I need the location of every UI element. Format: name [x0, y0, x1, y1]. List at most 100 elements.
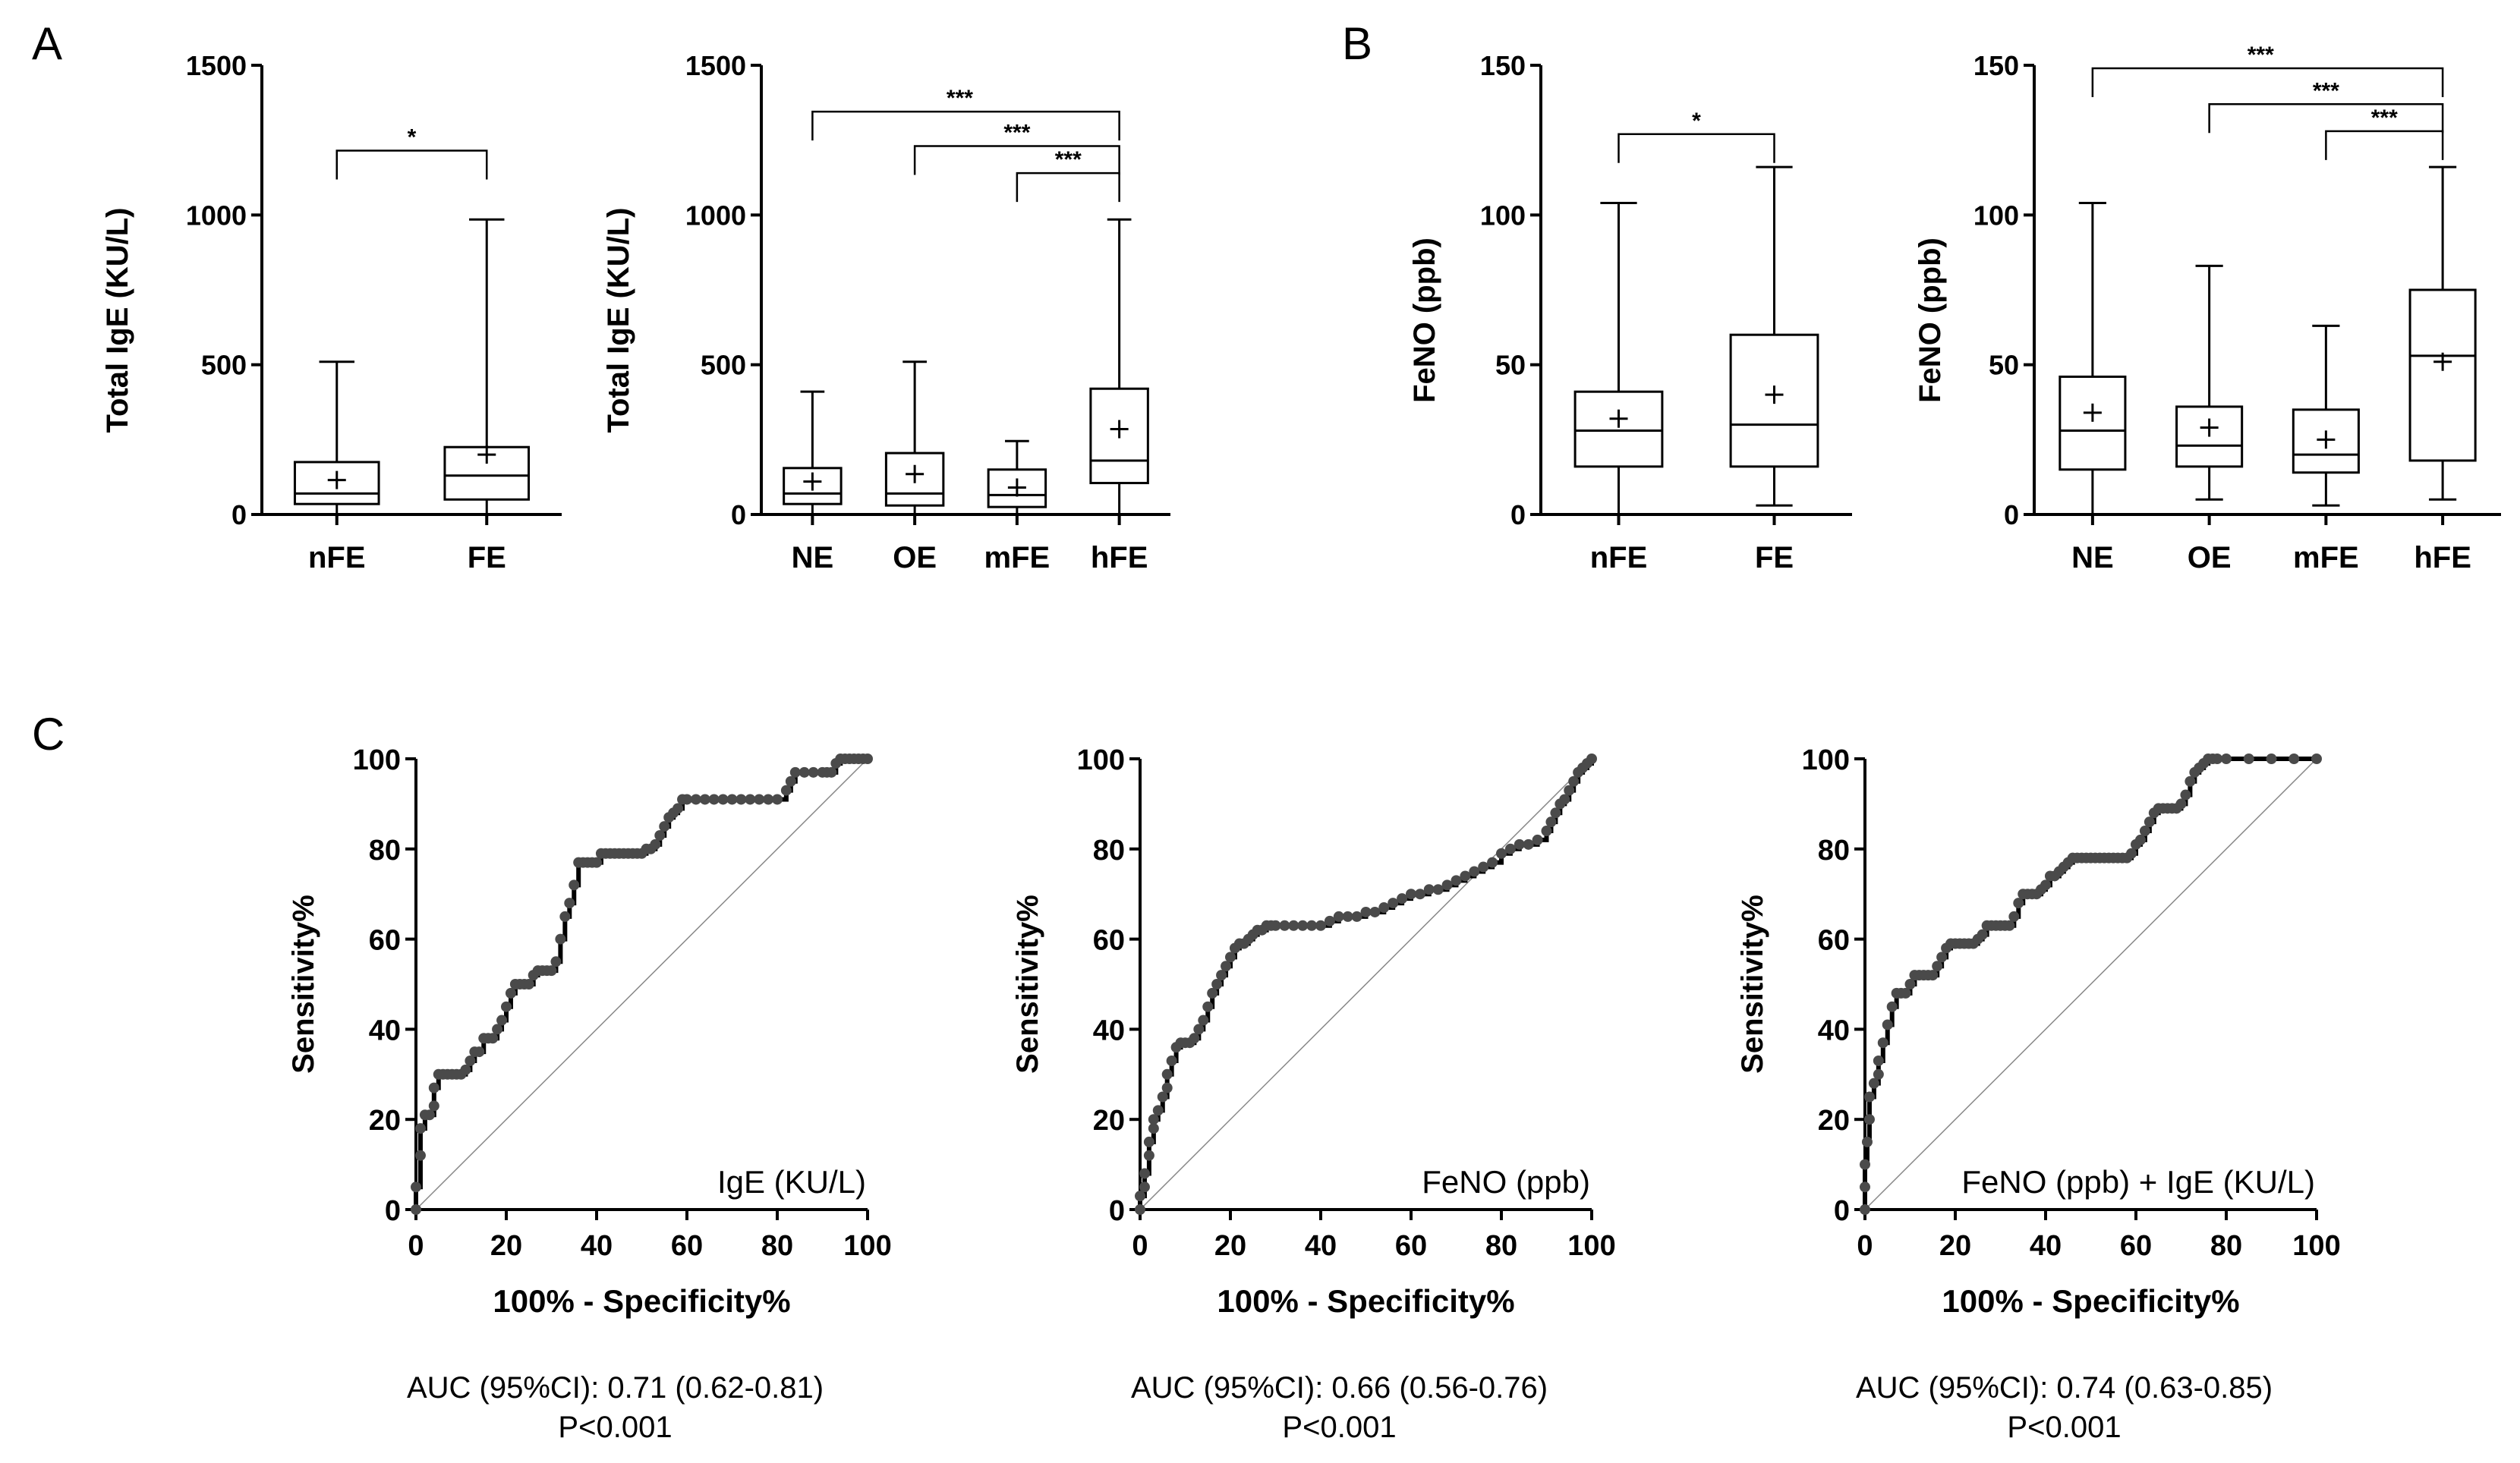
roc-point [1927, 970, 1939, 981]
roc-point [1279, 920, 1290, 931]
roc-point [424, 1109, 435, 1121]
roc-point [1900, 987, 1911, 999]
roc-point [2180, 789, 2191, 801]
roc-point [1559, 794, 1570, 805]
chart-c2-roc-feno: 00 20 20 40 40 60 60 80 80 100 100 Sensitivity% 100%… [1011, 744, 1616, 1444]
roc-point [2221, 754, 2232, 764]
x-tick-label: 80 [761, 1230, 793, 1262]
y-axis-label: Total IgE (KU/L) [101, 208, 134, 433]
y-tick-label: 500 [701, 350, 746, 381]
y-axis-label: FeNO (ppb) [1408, 238, 1441, 403]
x-tick-label: 20 [490, 1230, 522, 1262]
roc-point [682, 794, 692, 805]
y-axis-label: Sensitivity% [1011, 895, 1044, 1074]
y-tick-label: 100 [1480, 200, 1526, 231]
y-tick-label: 0 [232, 499, 247, 530]
y-tick-label: 100 [1077, 744, 1125, 776]
y-tick-label: 100 [353, 744, 401, 776]
chart-b1-feno-nfe-fe: 0 50 100 150 FeNO (ppb) nFE FE * [1408, 50, 1852, 574]
significance-bracket [1016, 171, 1120, 203]
significance-bracket [913, 145, 1120, 175]
x-tick-label: 40 [1305, 1230, 1337, 1262]
category-label: FE [1755, 541, 1794, 574]
roc-point [1414, 889, 1425, 900]
roc-point [726, 794, 738, 805]
roc-point [1360, 906, 1372, 917]
significance-label: * [1692, 109, 1701, 134]
significance-bracket [2325, 130, 2444, 160]
roc-point [546, 965, 557, 977]
roc-point [501, 1001, 512, 1012]
auc-text: AUC (95%CI): 0.71 (0.62-0.81) [407, 1371, 824, 1405]
roc-point [591, 857, 602, 868]
y-tick-label: 60 [369, 925, 401, 957]
roc-point [2311, 754, 2322, 764]
x-tick-label: 100 [2292, 1230, 2340, 1262]
roc-point [1369, 906, 1381, 917]
roc-point [1460, 870, 1471, 882]
significance-label: *** [1055, 147, 1082, 172]
roc-point [2288, 754, 2300, 764]
p-value-text: P<0.001 [558, 1411, 672, 1444]
significance-bracket [335, 149, 488, 180]
y-tick-label: 1000 [685, 200, 746, 231]
chart-b2-feno-groups: 0 50 100 150 FeNO (ppb) NE OE mFE hFE *** *** *** [1914, 42, 2501, 574]
category-label: nFE [308, 541, 366, 574]
roc-point [1451, 875, 1462, 886]
roc-point [1351, 911, 1362, 922]
y-tick-label: 0 [1109, 1195, 1125, 1227]
x-axis-label: 100% - Specificity% [1217, 1283, 1514, 1319]
roc-point [428, 1082, 439, 1093]
roc-point [699, 794, 710, 805]
y-tick-label: 0 [385, 1195, 401, 1227]
chart-c3-roc-combined: 00 20 20 40 40 60 60 80 80 100 100 Sensitivity% 100%… [1736, 744, 2341, 1444]
roc-point [411, 1181, 421, 1193]
roc-point [1139, 1181, 1150, 1193]
roc-point [1441, 879, 1453, 891]
chart-a1-total-ige-nfe-fe: 0 500 1000 1500 Total IgE (KU/L) nFE FE * [101, 50, 562, 574]
roc-point [1152, 1105, 1164, 1116]
roc-point [569, 879, 580, 891]
roc-point [559, 911, 571, 922]
roc-point [673, 803, 684, 814]
x-tick-label: 40 [2030, 1230, 2062, 1262]
y-tick-label: 150 [1480, 50, 1526, 81]
panel-letter-b: B [1342, 18, 1372, 69]
roc-point [2266, 754, 2277, 764]
roc-point [1478, 861, 1489, 873]
roc-point [780, 785, 792, 796]
roc-point [1333, 911, 1344, 922]
y-tick-label: 40 [369, 1015, 401, 1046]
roc-point [1135, 1204, 1145, 1215]
roc-point [1193, 1024, 1205, 1035]
roc-point [708, 794, 720, 805]
y-tick-label: 0 [731, 499, 746, 530]
x-axis-label: 100% - Specificity% [493, 1283, 790, 1319]
roc-point [1148, 1123, 1159, 1134]
roc-point [1861, 1136, 1873, 1147]
y-axis-label: Sensitivity% [1736, 895, 1769, 1074]
category-label: mFE [984, 541, 1051, 574]
category-label: OE [893, 541, 937, 574]
roc-point [1877, 1037, 1888, 1049]
category-label: hFE [2414, 541, 2471, 574]
x-tick-label: 0 [408, 1230, 424, 1262]
y-tick-label: 100 [1973, 200, 2019, 231]
roc-point [1487, 857, 1498, 868]
panel-letter-a: A [32, 18, 62, 69]
roc-point [1886, 1001, 1898, 1012]
y-tick-label: 50 [1989, 350, 2019, 381]
category-label: NE [792, 541, 834, 574]
x-tick-label: 60 [2120, 1230, 2152, 1262]
auc-text: AUC (95%CI): 0.74 (0.63-0.85) [1856, 1371, 2273, 1405]
roc-point [1216, 970, 1227, 981]
roc-point [1198, 1015, 1209, 1026]
roc-point [1270, 920, 1281, 931]
category-label: mFE [2293, 541, 2359, 574]
roc-point [550, 956, 562, 967]
chart-c1-roc-ige: 00 20 20 40 40 60 60 80 80 100 100 Sensitivity% 100%… [287, 744, 892, 1444]
curve-label: IgE (KU/L) [717, 1164, 866, 1200]
roc-point [1469, 866, 1480, 877]
roc-point [2139, 826, 2150, 837]
